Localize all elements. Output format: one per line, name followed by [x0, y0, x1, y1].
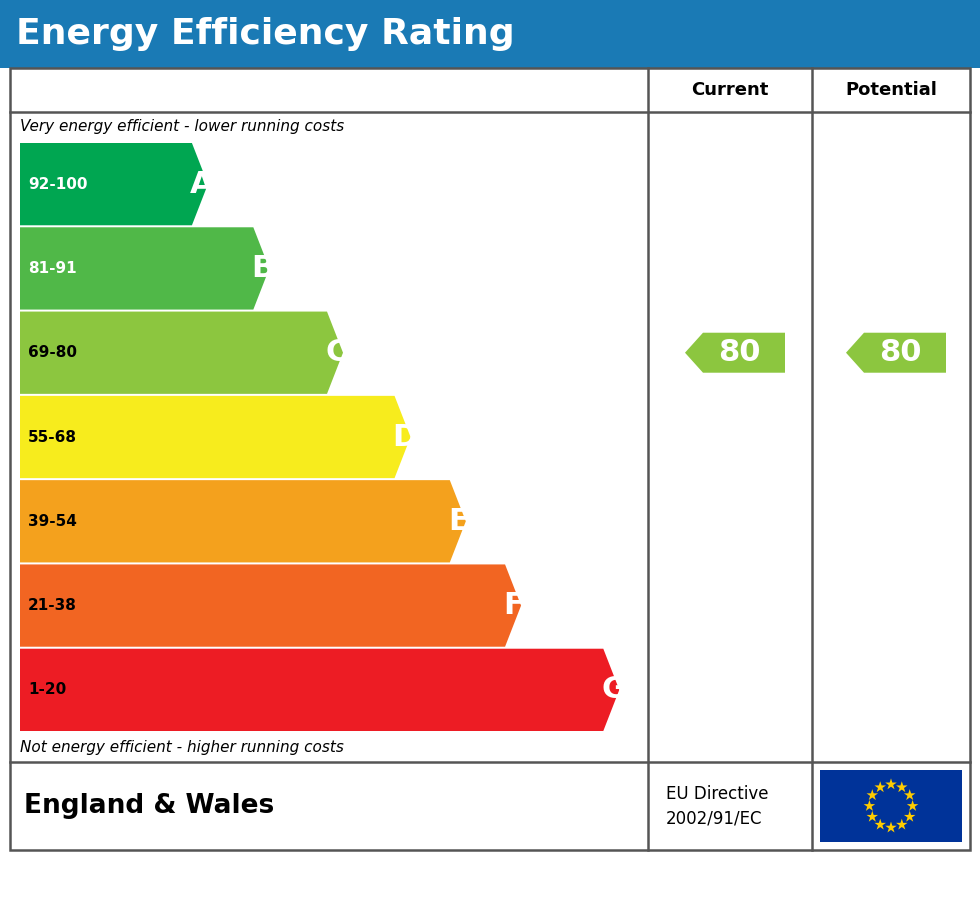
Polygon shape: [896, 781, 907, 792]
Polygon shape: [906, 800, 918, 810]
Polygon shape: [20, 228, 270, 310]
Text: E: E: [448, 507, 468, 536]
Text: England & Wales: England & Wales: [24, 793, 274, 819]
Polygon shape: [874, 819, 886, 830]
Text: D: D: [393, 422, 417, 452]
Text: B: B: [251, 254, 274, 283]
Text: 39-54: 39-54: [28, 514, 76, 529]
Text: 69-80: 69-80: [28, 345, 77, 361]
Text: 81-91: 81-91: [28, 261, 76, 276]
Text: Energy Efficiency Rating: Energy Efficiency Rating: [16, 17, 514, 51]
Text: 55-68: 55-68: [28, 430, 77, 444]
Text: C: C: [325, 338, 347, 367]
Polygon shape: [904, 789, 915, 800]
Polygon shape: [904, 810, 915, 822]
Polygon shape: [20, 396, 411, 479]
Text: F: F: [503, 591, 524, 621]
Polygon shape: [866, 810, 878, 822]
Polygon shape: [874, 781, 886, 792]
Polygon shape: [846, 333, 946, 372]
Text: 1-20: 1-20: [28, 682, 67, 697]
Text: 80: 80: [879, 338, 922, 367]
Text: Not energy efficient - higher running costs: Not energy efficient - higher running co…: [20, 739, 344, 754]
Polygon shape: [885, 778, 897, 789]
Text: Current: Current: [691, 81, 768, 99]
Text: Very energy efficient - lower running costs: Very energy efficient - lower running co…: [20, 120, 344, 135]
Text: G: G: [602, 675, 626, 704]
Text: 80: 80: [718, 338, 760, 367]
Polygon shape: [20, 480, 466, 562]
Text: 21-38: 21-38: [28, 598, 76, 613]
Bar: [10, 68, 970, 850]
Polygon shape: [896, 819, 907, 830]
Text: A: A: [190, 170, 214, 198]
Polygon shape: [863, 800, 875, 810]
Polygon shape: [20, 312, 343, 394]
Polygon shape: [20, 564, 521, 646]
Polygon shape: [685, 333, 785, 372]
Bar: [820, 770, 962, 842]
Polygon shape: [866, 789, 878, 800]
Text: Potential: Potential: [845, 81, 937, 99]
Polygon shape: [20, 143, 208, 225]
Polygon shape: [885, 822, 897, 833]
Text: EU Directive
2002/91/EC: EU Directive 2002/91/EC: [666, 785, 768, 828]
Text: 92-100: 92-100: [28, 177, 87, 192]
Bar: [0, 0, 980, 68]
Polygon shape: [20, 649, 619, 731]
